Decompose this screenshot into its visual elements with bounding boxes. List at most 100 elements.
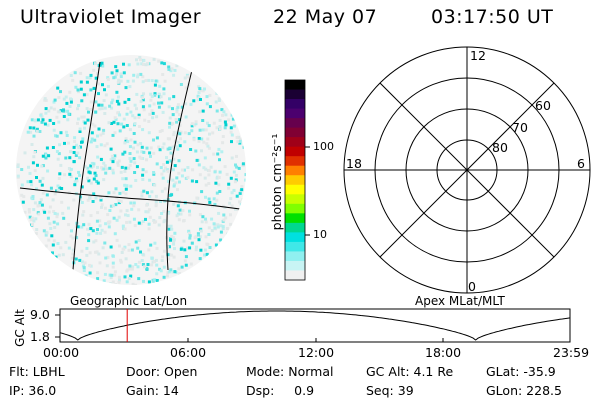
image-pixel [100, 103, 104, 107]
image-pixel [204, 235, 208, 239]
image-pixel [162, 92, 166, 96]
image-pixel [103, 272, 107, 276]
image-pixel [40, 115, 44, 119]
image-pixel [167, 65, 171, 69]
image-pixel [120, 122, 124, 126]
image-pixel [85, 253, 89, 257]
image-pixel [158, 84, 162, 88]
colorbar-segment [285, 241, 305, 253]
image-pixel [57, 152, 61, 156]
image-pixel [215, 176, 219, 180]
image-pixel [32, 126, 36, 130]
image-pixel [133, 140, 137, 144]
image-pixel [105, 167, 109, 171]
image-pixel [155, 272, 159, 276]
image-pixel [31, 161, 35, 165]
image-pixel [133, 224, 137, 228]
image-pixel [100, 166, 104, 170]
image-pixel [75, 177, 78, 181]
image-pixel [73, 71, 77, 75]
image-pixel [204, 183, 208, 187]
image-pixel [131, 265, 135, 269]
image-pixel [119, 79, 123, 83]
image-pixel [32, 134, 36, 138]
image-pixel [30, 118, 34, 122]
imager-disk [16, 55, 246, 285]
image-pixel [175, 145, 179, 149]
image-pixel [80, 115, 84, 119]
mlt-label-12: 12 [470, 48, 486, 63]
image-pixel [136, 75, 139, 79]
image-pixel [78, 156, 82, 160]
image-pixel [27, 210, 31, 214]
image-pixel [81, 264, 85, 268]
image-pixel [198, 213, 202, 217]
image-pixel [102, 128, 106, 132]
image-pixel [40, 120, 44, 124]
image-pixel [90, 161, 94, 165]
image-pixel [205, 252, 209, 256]
image-pixel [224, 113, 228, 117]
image-pixel [83, 126, 86, 130]
image-pixel [140, 194, 144, 198]
image-pixel [89, 214, 93, 218]
image-pixel [133, 116, 137, 120]
image-pixel [51, 251, 54, 255]
image-pixel [204, 195, 207, 199]
image-pixel [139, 156, 143, 160]
image-pixel [160, 101, 164, 105]
image-pixel [125, 280, 129, 284]
image-pixel [22, 195, 26, 199]
image-pixel [232, 188, 236, 192]
image-pixel [118, 244, 121, 248]
image-pixel [238, 191, 242, 195]
image-pixel [93, 171, 97, 175]
image-pixel [104, 222, 108, 226]
image-pixel [241, 198, 245, 202]
image-pixel [48, 205, 52, 209]
image-pixel [122, 227, 125, 230]
image-pixel [80, 185, 84, 189]
image-pixel [161, 146, 165, 150]
image-pixel [172, 242, 176, 246]
image-pixel [47, 109, 51, 113]
image-pixel [94, 239, 98, 243]
image-pixel [166, 179, 170, 183]
image-pixel [44, 107, 48, 111]
image-pixel [100, 203, 104, 207]
image-pixel [141, 105, 145, 109]
image-pixel [102, 178, 106, 182]
image-pixel [119, 260, 123, 264]
image-pixel [147, 227, 151, 231]
image-pixel [136, 62, 140, 66]
image-pixel [59, 163, 63, 167]
image-pixel [168, 253, 172, 257]
image-pixel [100, 61, 104, 65]
image-pixel [123, 100, 127, 104]
image-pixel [153, 93, 157, 97]
image-pixel [119, 170, 123, 174]
image-pixel [87, 239, 91, 243]
image-pixel [205, 102, 209, 106]
image-pixel [153, 92, 157, 96]
image-pixel [166, 137, 170, 141]
image-pixel [117, 201, 121, 205]
image-pixel [102, 279, 106, 283]
altitude-curve [59, 310, 571, 341]
image-pixel [172, 202, 176, 206]
image-pixel [154, 79, 158, 83]
image-pixel [49, 106, 53, 110]
image-pixel [111, 280, 115, 284]
image-pixel [188, 234, 192, 238]
image-pixel [178, 123, 182, 127]
image-pixel [219, 224, 223, 228]
image-pixel [102, 161, 106, 165]
image-pixel [221, 225, 225, 229]
image-pixel [215, 126, 219, 130]
image-pixel [190, 122, 194, 126]
image-pixel [150, 190, 154, 194]
image-pixel [183, 131, 187, 135]
image-pixel [165, 156, 168, 160]
image-pixel [221, 141, 225, 145]
image-pixel [242, 145, 246, 149]
